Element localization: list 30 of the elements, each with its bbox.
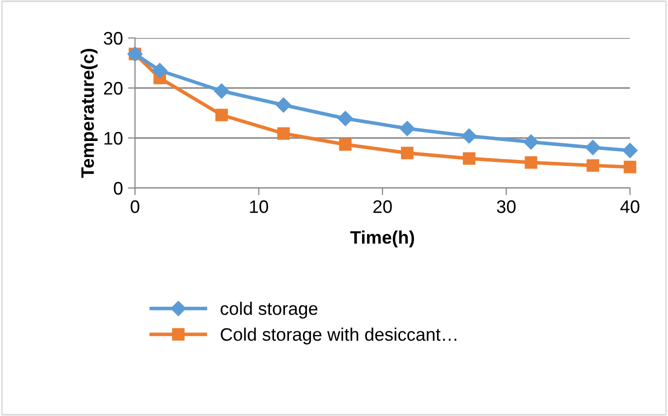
x-tick-label: 20 [373,200,392,214]
y-tick-label: 20 [104,82,122,95]
point [624,160,636,174]
point [214,83,230,99]
point [622,142,638,158]
point [586,159,600,172]
point [400,120,415,136]
y-tick-label: 30 [104,32,122,45]
point [276,97,292,113]
legend-label: Cold storage with desiccant… [220,328,456,344]
x-tick-label: 10 [250,200,268,214]
y-axis-title: Temperature(c) [80,48,98,178]
point [523,134,539,150]
legend-label: cold storage [220,302,318,319]
point [401,146,414,160]
x-axis-title: Time(h) [350,230,414,248]
x-tick-label: 40 [620,200,640,214]
y-tick-label: 0 [114,182,122,195]
x-tick-label: 0 [130,200,140,214]
point [462,152,476,165]
point [215,108,228,122]
y-tick-label: 10 [104,132,122,145]
point [339,138,352,151]
x-tick-label: 30 [496,200,516,214]
point [152,62,168,78]
point [338,110,353,126]
point [462,128,477,144]
point [277,127,290,140]
point [585,140,600,156]
point [524,156,538,169]
